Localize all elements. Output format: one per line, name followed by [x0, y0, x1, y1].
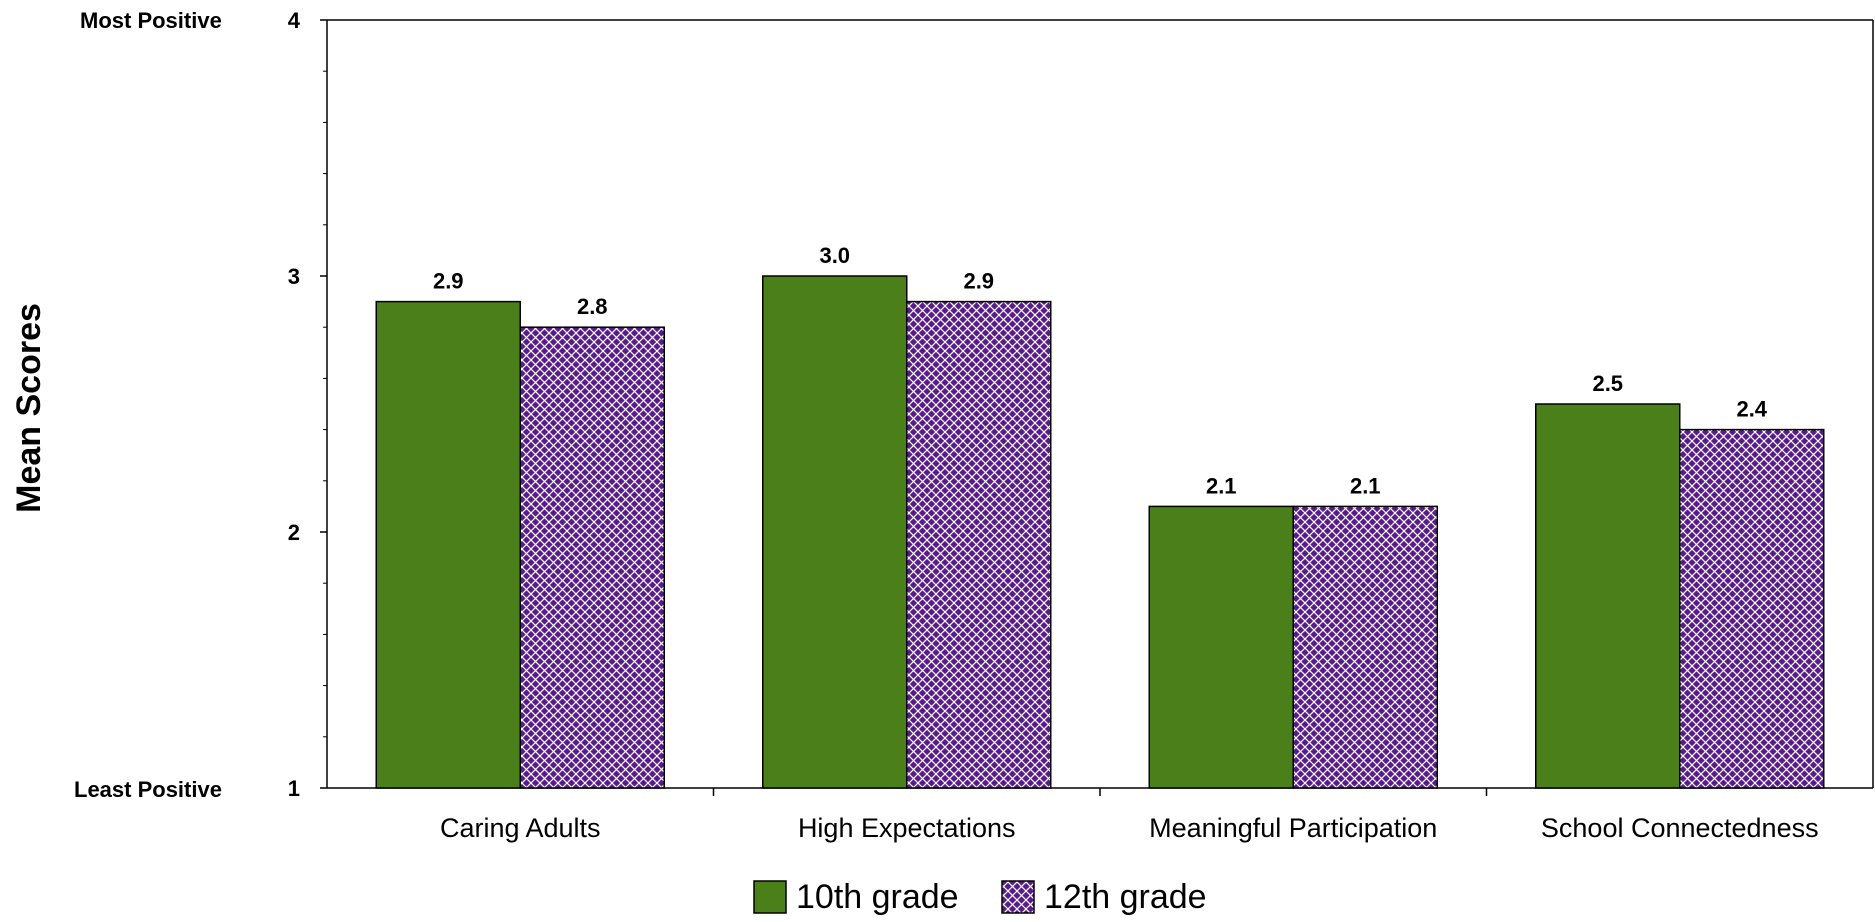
bar-10th-high-expectations — [762, 275, 908, 789]
legend-label-10th: 10th grade — [796, 878, 959, 916]
x-ticks — [712, 788, 1488, 796]
y-axis-title: Mean Scores — [10, 303, 48, 513]
category-label: High Expectations — [798, 813, 1016, 843]
bar-12th-meaningful-participation — [1292, 505, 1438, 789]
data-label: 2.5 — [1592, 371, 1623, 396]
data-label: 2.1 — [1206, 473, 1237, 498]
category-label: School Connectedness — [1541, 813, 1819, 843]
y-anchor-top-label: Most Positive — [80, 8, 222, 33]
data-label: 2.1 — [1350, 473, 1381, 498]
bar-12th-school-connectedness — [1679, 428, 1825, 789]
category-labels: Caring Adults High Expectations Meaningful… — [440, 813, 1819, 843]
y-tick-label: 1 — [288, 776, 300, 801]
bar-12th-caring-adults — [519, 326, 665, 789]
y-tick-label: 2 — [288, 520, 300, 545]
bar-10th-school-connectedness — [1535, 403, 1681, 789]
data-label: 2.9 — [433, 269, 464, 294]
data-label: 3.0 — [819, 243, 850, 268]
y-minor-ticks — [323, 70, 327, 738]
category-label: Meaningful Participation — [1149, 813, 1437, 843]
y-tick-label: 4 — [288, 8, 301, 33]
category-label: Caring Adults — [440, 813, 601, 843]
legend-swatch-12th — [1001, 880, 1035, 914]
bar-10th-caring-adults — [375, 300, 521, 789]
bar-10th-meaningful-participation — [1148, 505, 1294, 789]
data-label: 2.9 — [963, 269, 994, 294]
data-label: 2.4 — [1736, 397, 1767, 422]
legend-label-12th: 12th grade — [1044, 878, 1207, 916]
y-tick-label: 3 — [288, 264, 300, 289]
y-anchor-bottom-label: Least Positive — [74, 777, 222, 802]
legend-swatch-10th — [753, 880, 787, 914]
data-label: 2.8 — [577, 294, 608, 319]
bars: 2.9 3.0 2.1 2.5 2.8 2.9 2.1 2.4 — [375, 243, 1825, 789]
bar-12th-high-expectations — [906, 300, 1052, 789]
legend: 10th grade 12th grade — [753, 878, 1207, 916]
y-ticks: 1 2 3 4 — [288, 8, 327, 801]
